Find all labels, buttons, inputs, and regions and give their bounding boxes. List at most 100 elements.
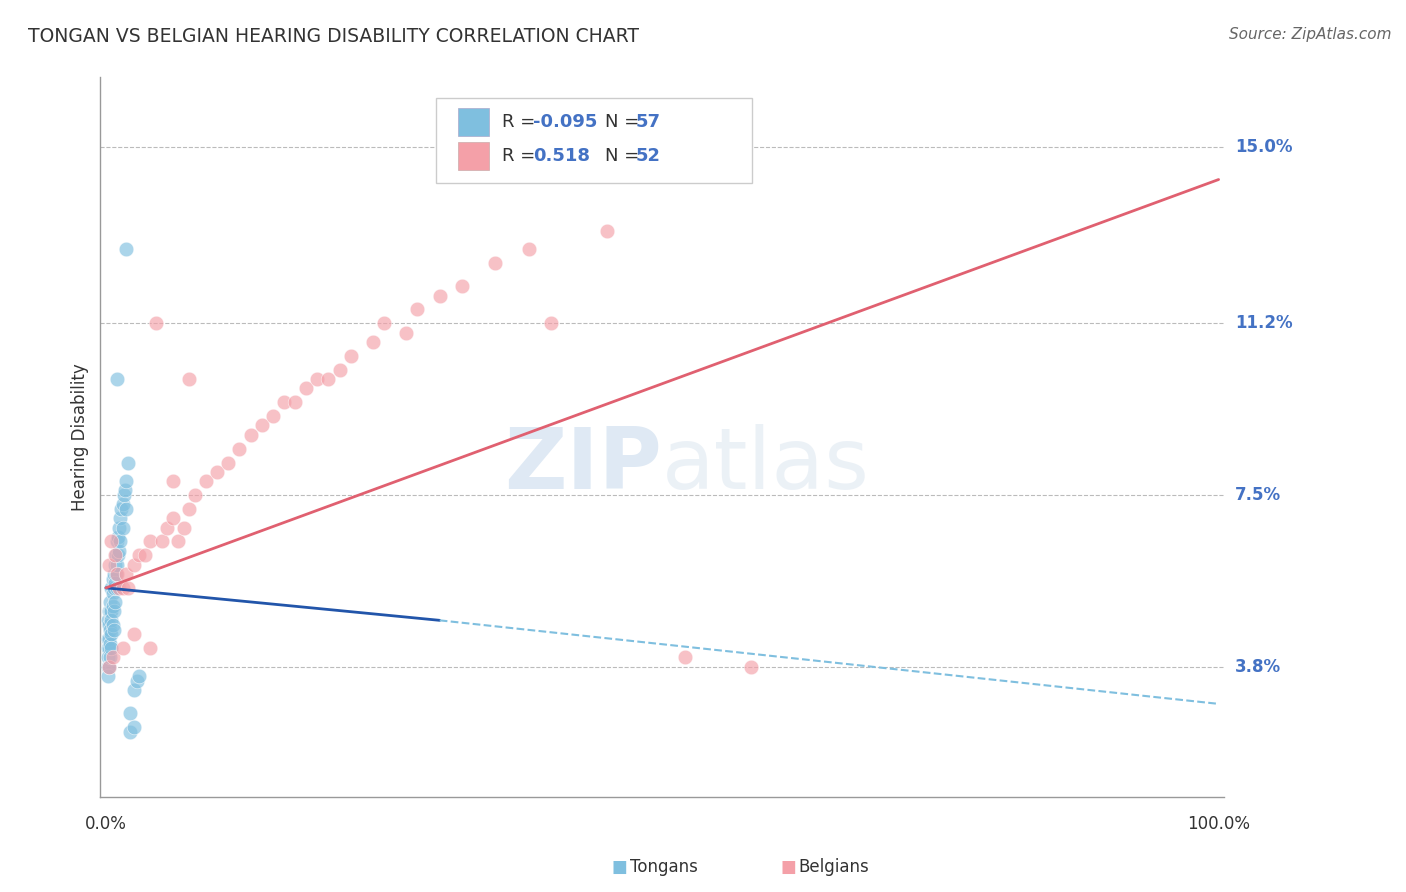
Point bbox=[105, 534, 128, 549]
Point bbox=[217, 456, 239, 470]
Point bbox=[115, 242, 138, 256]
Point bbox=[98, 659, 121, 673]
Point bbox=[98, 650, 121, 665]
Point bbox=[104, 595, 127, 609]
Point bbox=[108, 581, 131, 595]
Point bbox=[98, 618, 121, 632]
Point bbox=[361, 334, 384, 349]
Point bbox=[115, 474, 138, 488]
Point bbox=[179, 502, 201, 516]
Point bbox=[97, 659, 120, 673]
Point bbox=[100, 627, 122, 641]
Point bbox=[110, 502, 132, 516]
Point bbox=[167, 534, 190, 549]
Point bbox=[273, 395, 295, 409]
Point bbox=[98, 604, 121, 618]
Point bbox=[120, 724, 142, 739]
Text: ■: ■ bbox=[612, 858, 627, 876]
Point bbox=[162, 511, 184, 525]
Point bbox=[104, 558, 127, 572]
Point bbox=[134, 549, 156, 563]
Point bbox=[110, 534, 132, 549]
Point bbox=[122, 720, 145, 734]
Point bbox=[111, 520, 134, 534]
Text: atlas: atlas bbox=[662, 425, 870, 508]
Point bbox=[117, 456, 139, 470]
Point bbox=[111, 581, 134, 595]
Text: Tongans: Tongans bbox=[630, 858, 697, 876]
Point bbox=[98, 659, 121, 673]
Point bbox=[139, 534, 162, 549]
Point bbox=[318, 372, 340, 386]
Point bbox=[114, 483, 136, 498]
Y-axis label: Hearing Disability: Hearing Disability bbox=[72, 363, 89, 511]
Point bbox=[110, 511, 132, 525]
Text: 0.518: 0.518 bbox=[533, 147, 591, 165]
Text: R =: R = bbox=[502, 147, 536, 165]
Text: R =: R = bbox=[502, 113, 536, 131]
Point bbox=[98, 641, 121, 656]
Text: 7.5%: 7.5% bbox=[1236, 486, 1281, 504]
Point bbox=[105, 566, 128, 581]
Text: 52: 52 bbox=[636, 147, 661, 165]
Text: 0.0%: 0.0% bbox=[84, 815, 127, 833]
Point bbox=[97, 641, 120, 656]
Point bbox=[97, 632, 120, 646]
Point bbox=[250, 418, 273, 433]
Point bbox=[105, 558, 128, 572]
Point bbox=[108, 543, 131, 558]
Point bbox=[117, 581, 139, 595]
Point bbox=[307, 372, 329, 386]
Point bbox=[111, 497, 134, 511]
Text: ■: ■ bbox=[780, 858, 796, 876]
Text: ZIP: ZIP bbox=[505, 425, 662, 508]
Point bbox=[239, 427, 262, 442]
Point bbox=[156, 520, 179, 534]
Point bbox=[100, 613, 122, 627]
Point bbox=[101, 650, 124, 665]
Point bbox=[103, 604, 125, 618]
Point bbox=[484, 256, 506, 270]
Point bbox=[122, 558, 145, 572]
Point bbox=[100, 641, 122, 656]
Point bbox=[100, 534, 122, 549]
Point bbox=[517, 242, 540, 256]
Point bbox=[105, 581, 128, 595]
Point bbox=[395, 326, 418, 340]
Point bbox=[104, 549, 127, 563]
Text: N =: N = bbox=[605, 113, 638, 131]
Point bbox=[107, 549, 129, 563]
Point bbox=[101, 618, 124, 632]
Text: 3.8%: 3.8% bbox=[1236, 657, 1281, 676]
Point bbox=[98, 632, 121, 646]
Point bbox=[284, 395, 307, 409]
Point bbox=[329, 363, 352, 377]
Point bbox=[673, 650, 696, 665]
Point bbox=[101, 599, 124, 614]
Point bbox=[184, 488, 207, 502]
Point bbox=[98, 623, 121, 637]
Point bbox=[122, 682, 145, 697]
Point bbox=[139, 641, 162, 656]
Point bbox=[228, 442, 250, 456]
Point bbox=[179, 372, 201, 386]
Text: Belgians: Belgians bbox=[799, 858, 869, 876]
Point bbox=[101, 585, 124, 599]
Point bbox=[740, 659, 762, 673]
Point bbox=[373, 317, 395, 331]
Point bbox=[104, 576, 127, 591]
Point bbox=[562, 140, 585, 154]
Point bbox=[101, 572, 124, 586]
Point bbox=[173, 520, 195, 534]
Point bbox=[98, 558, 121, 572]
Point bbox=[122, 627, 145, 641]
Point bbox=[98, 595, 121, 609]
Point bbox=[97, 650, 120, 665]
Point bbox=[100, 604, 122, 618]
Point bbox=[111, 641, 134, 656]
Point bbox=[115, 566, 138, 581]
Point bbox=[103, 623, 125, 637]
Point bbox=[97, 669, 120, 683]
Point bbox=[128, 669, 150, 683]
Text: Source: ZipAtlas.com: Source: ZipAtlas.com bbox=[1229, 27, 1392, 42]
